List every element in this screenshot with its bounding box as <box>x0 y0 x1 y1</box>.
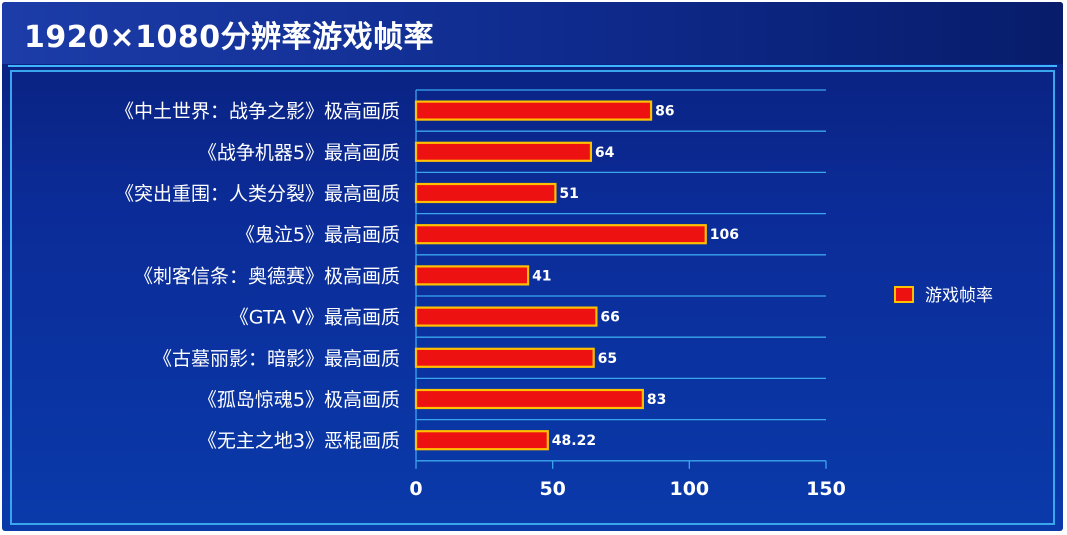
value-label: 41 <box>532 268 551 284</box>
category-label: 《战争机器5》最高画质 <box>198 142 400 164</box>
plot-area-border <box>10 70 1055 525</box>
bar <box>414 265 530 286</box>
value-label: 65 <box>598 351 617 367</box>
category-label: 《古墓丽影：暗影》最高画质 <box>153 348 400 370</box>
category-label: 《孤岛惊魂5》极高画质 <box>198 389 400 411</box>
x-tick-label: 100 <box>669 478 709 500</box>
bar <box>414 306 598 327</box>
title-bar: 1920×1080分辨率游戏帧率 <box>2 2 1063 64</box>
bar <box>414 224 707 245</box>
legend-label: 游戏帧率 <box>925 286 993 306</box>
value-label: 106 <box>710 227 739 243</box>
bar <box>414 182 557 204</box>
value-label: 48.22 <box>552 433 596 449</box>
x-tick-label: 0 <box>409 478 422 500</box>
bar <box>414 388 644 410</box>
value-label: 51 <box>559 186 578 202</box>
category-label: 《GTA V》最高画质 <box>230 307 400 329</box>
value-label: 83 <box>647 392 666 408</box>
value-label: 66 <box>600 310 619 326</box>
x-tick-label: 50 <box>539 478 565 500</box>
category-label: 《无主之地3》恶棍画质 <box>198 430 400 452</box>
value-label: 64 <box>595 145 615 161</box>
value-label: 86 <box>655 104 674 120</box>
category-label: 《中土世界：战争之影》极高画质 <box>115 101 400 123</box>
bar <box>414 141 593 162</box>
title-divider <box>8 65 1057 67</box>
bar <box>414 100 653 121</box>
bar <box>414 430 549 451</box>
x-tick-label: 150 <box>806 478 846 500</box>
category-label: 《鬼泣5》最高画质 <box>236 224 400 246</box>
legend-swatch <box>894 286 914 303</box>
chart-title: 1920×1080分辨率游戏帧率 <box>24 20 435 55</box>
bar <box>414 347 595 368</box>
category-label: 《突出重围：人类分裂》最高画质 <box>115 183 400 205</box>
category-label: 《刺客信条：奥德赛》极高画质 <box>134 265 400 287</box>
